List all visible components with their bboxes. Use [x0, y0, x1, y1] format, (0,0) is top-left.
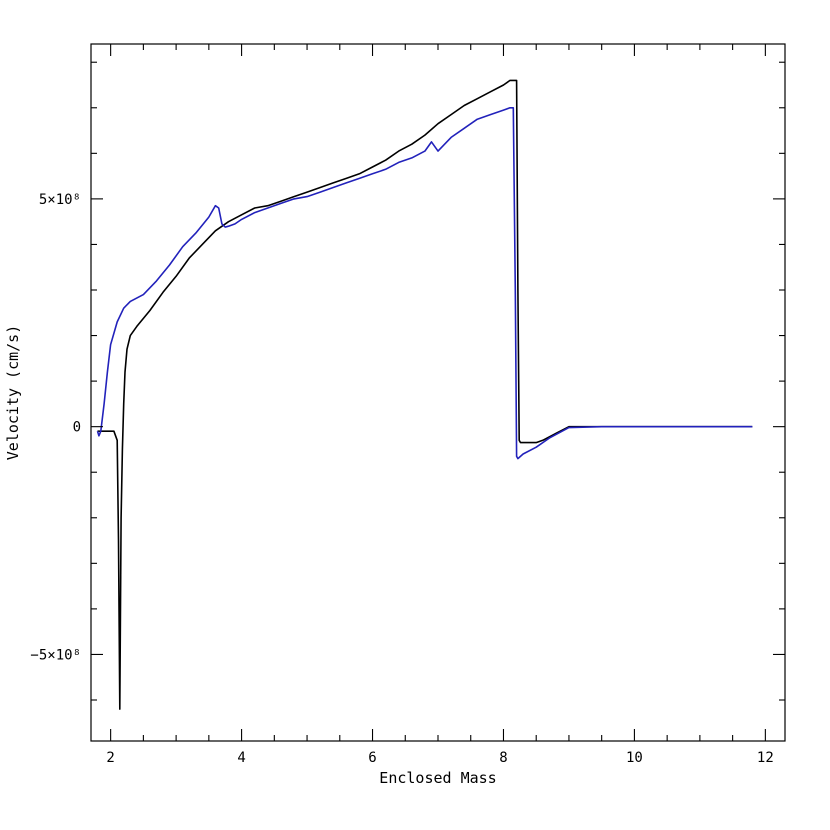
x-tick-label: 2: [106, 750, 114, 766]
y-tick-label: −5×10⁸: [30, 647, 81, 663]
plot-frame: [90, 43, 786, 742]
x-tick-label: 12: [757, 750, 774, 766]
x-tick-label: 8: [499, 750, 507, 766]
x-tick-label: 6: [368, 750, 376, 766]
x-tick-label: 4: [237, 750, 245, 766]
y-tick-label: 5×10⁸: [39, 192, 81, 208]
series-line-2: [96, 107, 753, 460]
series-layer: [96, 79, 753, 710]
y-tick-label: 0: [73, 420, 81, 436]
x-axis-label: Enclosed Mass: [379, 769, 496, 787]
series-line-1: [97, 79, 753, 710]
tick-labels: 2 4 6 8 10 12 5×10⁸ 0 −5×10⁸: [30, 192, 773, 766]
y-axis-label: Velocity (cm/s): [4, 325, 22, 460]
tick-marks: [91, 44, 785, 741]
x-tick-label: 10: [626, 750, 643, 766]
